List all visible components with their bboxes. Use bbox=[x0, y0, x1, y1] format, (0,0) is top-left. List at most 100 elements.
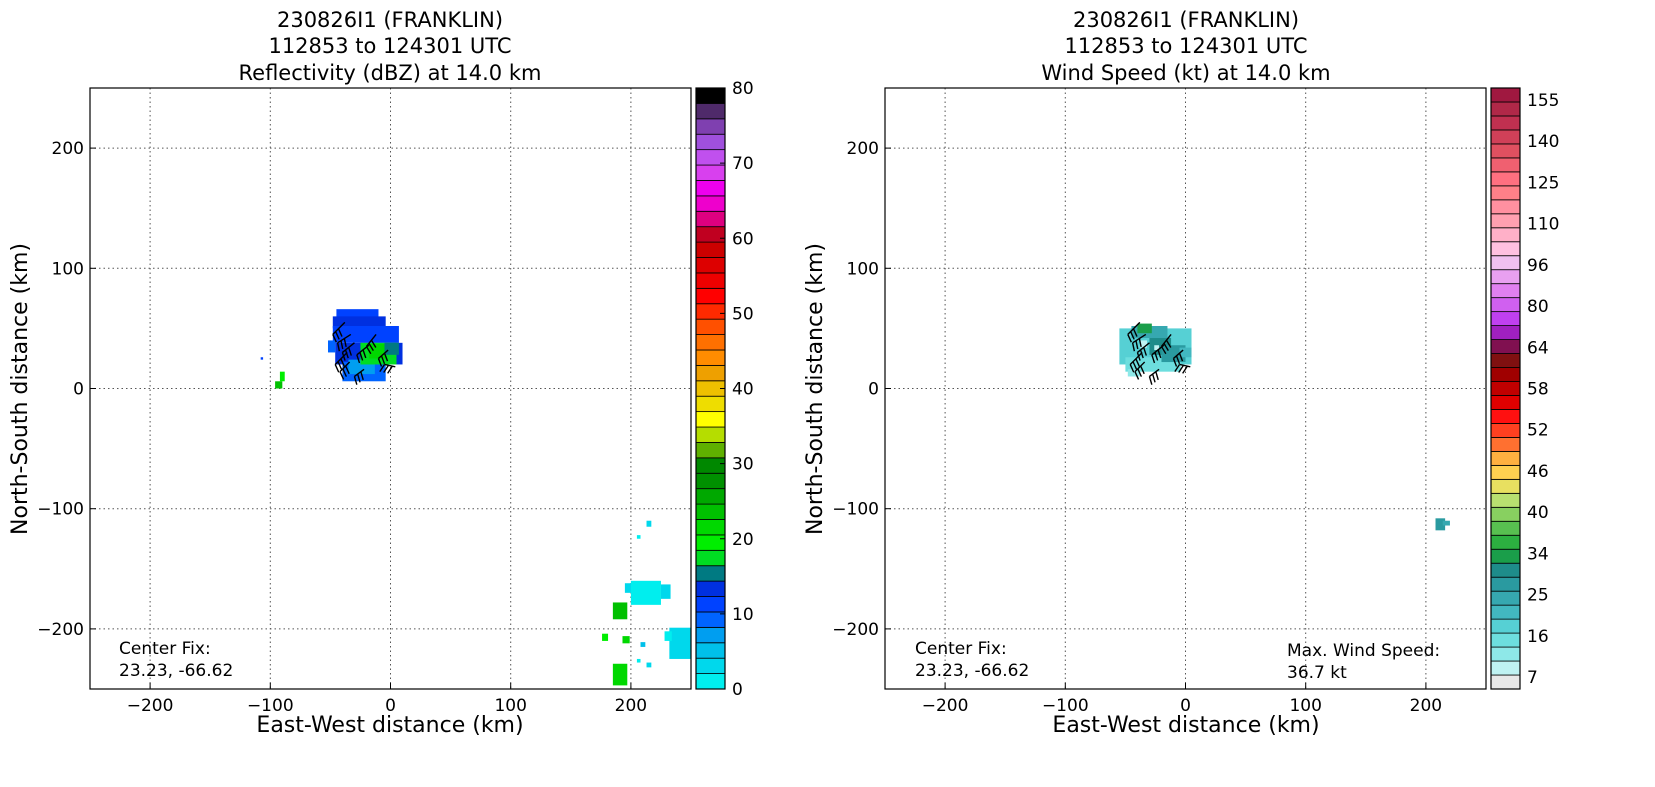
colorbar-tick-label: 110 bbox=[1527, 215, 1559, 235]
colorbar-segment bbox=[1490, 129, 1521, 145]
colorbar-tick-label: 7 bbox=[1527, 668, 1538, 688]
echo-cell bbox=[275, 381, 283, 389]
wind-barb-flag bbox=[1129, 331, 1135, 340]
colorbar-segment bbox=[1490, 562, 1521, 578]
wind-barb-flag bbox=[380, 355, 386, 365]
wind-barb-flag bbox=[1160, 346, 1167, 355]
wind-barb-flag bbox=[1129, 364, 1135, 373]
wind-barb-flag bbox=[1175, 355, 1181, 365]
colorbar-segment bbox=[1490, 450, 1521, 466]
wind-barb-flag bbox=[344, 349, 349, 359]
colorbar-tick-label: 96 bbox=[1527, 256, 1549, 276]
colorbar-segment bbox=[695, 395, 726, 413]
colorbar-tick-label: 50 bbox=[732, 304, 754, 324]
wind-barb-shaft bbox=[1149, 368, 1160, 378]
wind-barb-flag bbox=[1151, 354, 1156, 364]
wind-barb-flag bbox=[340, 358, 346, 367]
y-tick-label: −100 bbox=[37, 500, 84, 520]
colorbar-segment bbox=[1490, 590, 1521, 606]
wind-barb-flag bbox=[379, 364, 386, 373]
echo-cell bbox=[612, 602, 628, 620]
colorbar-segment bbox=[695, 457, 726, 474]
wind-barb-shaft bbox=[1129, 351, 1143, 365]
center-fix-value: 23.23, -66.62 bbox=[119, 661, 233, 681]
colorbar-segment bbox=[695, 488, 726, 505]
colorbar-tick-label: 40 bbox=[732, 380, 754, 400]
panel-title-line1: 230826I1 (FRANKLIN) bbox=[1073, 8, 1299, 32]
colorbar-segment bbox=[1490, 464, 1521, 480]
colorbar-segment bbox=[1490, 674, 1521, 690]
colorbar-segment bbox=[695, 626, 726, 644]
wind-barb-shaft bbox=[1179, 363, 1191, 368]
echo-cell bbox=[660, 584, 671, 599]
y-axis-ticks: −200 −100 0 100 200 bbox=[37, 139, 96, 640]
echo-cell bbox=[630, 580, 661, 605]
colorbar-segment bbox=[1490, 437, 1521, 452]
colorbar-segment bbox=[1490, 367, 1521, 382]
colorbar-segment bbox=[1490, 520, 1521, 536]
y-tick-label: 200 bbox=[847, 139, 879, 159]
colorbar-tick-label: 60 bbox=[732, 229, 754, 249]
colorbar-segment bbox=[1490, 157, 1521, 173]
colorbar-segment bbox=[695, 426, 726, 443]
y-tick-label: −200 bbox=[832, 620, 879, 640]
echo-cell bbox=[1137, 323, 1152, 334]
wind-barb-flag bbox=[360, 371, 364, 381]
echo-cell bbox=[327, 340, 336, 353]
wind-barb-flag bbox=[345, 365, 350, 375]
colorbar-segment bbox=[695, 241, 726, 258]
echo-cell bbox=[640, 642, 646, 647]
wind-barb-flag bbox=[342, 368, 348, 377]
wind-barb-flag bbox=[1165, 339, 1172, 348]
colorbar-segment bbox=[1490, 339, 1521, 354]
echo-cell bbox=[612, 663, 628, 686]
x-tick-label: 200 bbox=[615, 696, 647, 716]
colorbar-segment bbox=[695, 210, 726, 228]
echo-cell bbox=[1154, 345, 1160, 351]
wind-barb-flag bbox=[1148, 376, 1153, 385]
colorbar-tick-label: 155 bbox=[1527, 91, 1559, 111]
colorbar-segment bbox=[1490, 576, 1521, 592]
wind-barb-flag bbox=[1182, 365, 1188, 374]
max-wind-value: 36.7 kt bbox=[1287, 663, 1347, 683]
colorbar-tick-label: 80 bbox=[1527, 297, 1549, 317]
echo-cell bbox=[1127, 369, 1140, 377]
wind-barb-flag bbox=[1139, 349, 1144, 359]
colorbar-segment bbox=[695, 118, 726, 135]
x-axis-ticks: −200 −100 0 100 200 bbox=[127, 683, 647, 716]
colorbar-segment bbox=[695, 411, 726, 428]
wind-barb-flag bbox=[383, 352, 389, 362]
wind-barb-flag bbox=[1135, 340, 1139, 350]
colorbar-segment bbox=[695, 472, 726, 490]
wind-barb-flag bbox=[339, 371, 345, 380]
x-tick-label: −200 bbox=[127, 696, 174, 716]
wind-barb-flag bbox=[1143, 347, 1147, 356]
colorbar-segment bbox=[1490, 227, 1521, 243]
wind-barb-shaft bbox=[332, 321, 346, 335]
colorbar-segment bbox=[695, 87, 726, 104]
colorbar-segment bbox=[1490, 395, 1521, 410]
colorbar-segment bbox=[1490, 423, 1521, 438]
wind-barb-flag bbox=[362, 349, 367, 359]
colorbar-frame bbox=[1490, 87, 1521, 690]
colorbar-tick-label: 64 bbox=[1527, 338, 1549, 358]
reflectivity-colorbar: 0 10 20 30 40 50 60 70 80 bbox=[695, 79, 754, 700]
colorbar-segment bbox=[1490, 506, 1521, 522]
colorbar-tick-label: 30 bbox=[732, 455, 754, 475]
colorbar-segment bbox=[1490, 646, 1521, 662]
colorbar-tick-label: 25 bbox=[1527, 586, 1549, 606]
colorbar-tick-label: 0 bbox=[732, 680, 743, 700]
wind-barb-flag bbox=[353, 376, 358, 385]
colorbar-segment bbox=[695, 442, 726, 459]
wind-barb-flag bbox=[1163, 342, 1169, 352]
colorbar-segment bbox=[1490, 548, 1521, 564]
colorbar-segment bbox=[1490, 534, 1521, 550]
x-tick-label: 0 bbox=[1180, 696, 1191, 716]
colorbar-segment bbox=[1490, 325, 1521, 340]
echo-cell bbox=[279, 371, 285, 382]
x-tick-label: −100 bbox=[247, 696, 294, 716]
echo-cell bbox=[602, 633, 609, 641]
echo-cell bbox=[332, 325, 399, 343]
max-wind-label: Max. Wind Speed: bbox=[1287, 641, 1440, 661]
